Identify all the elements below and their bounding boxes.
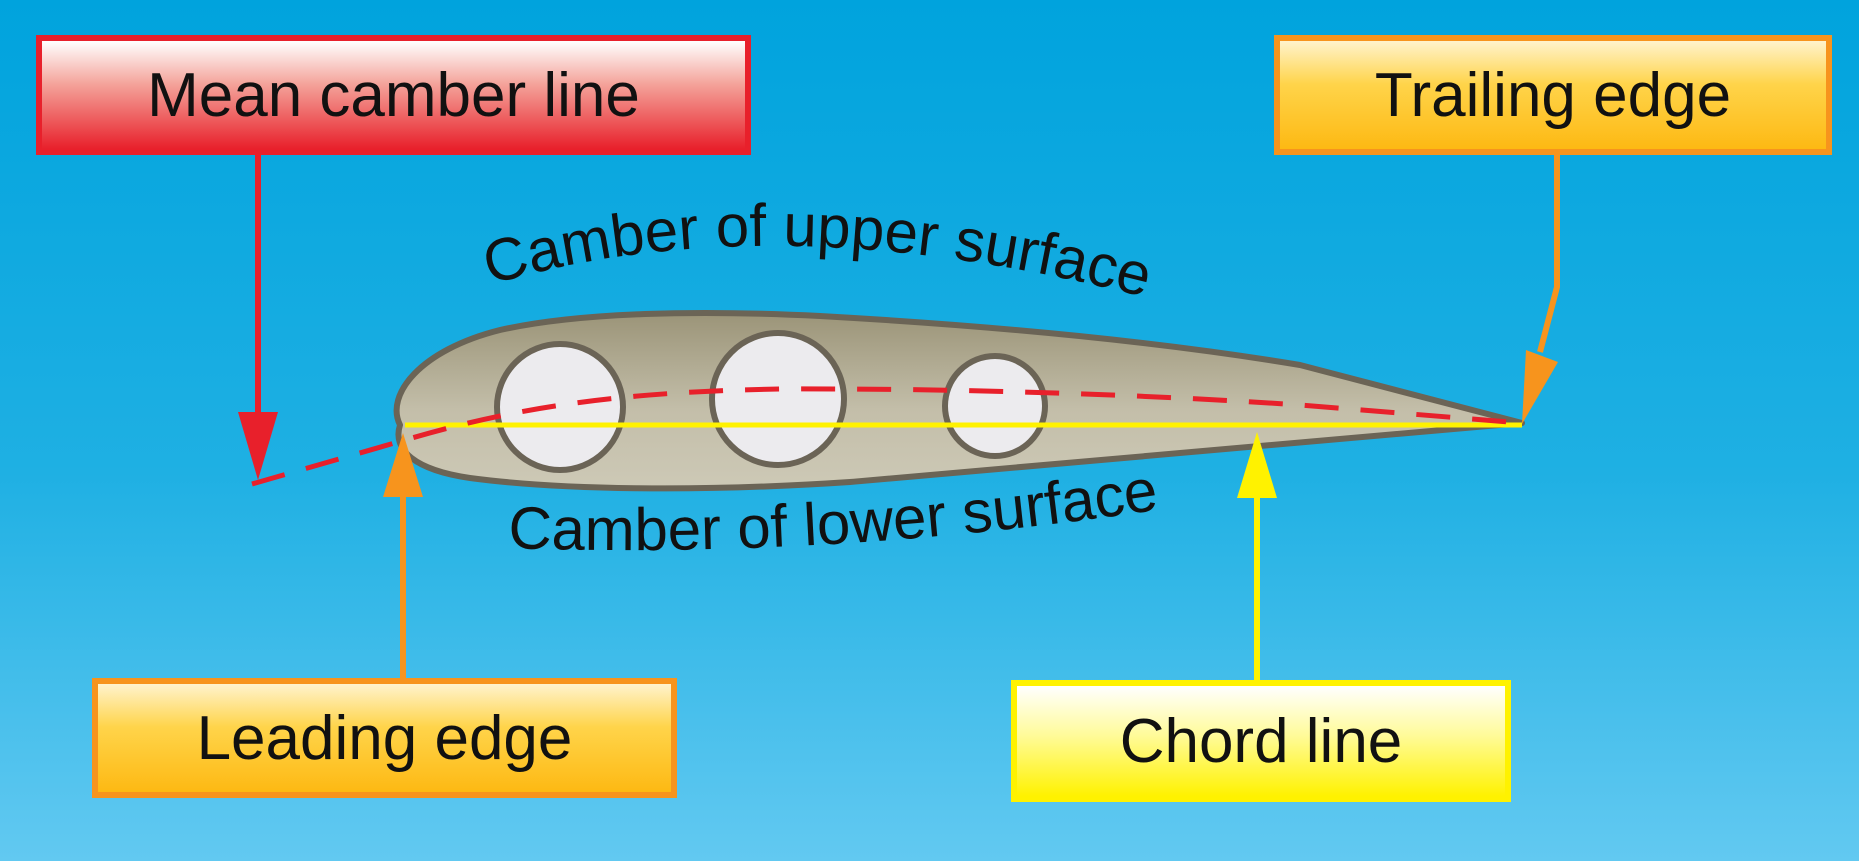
leading-edge-box: Leading edge <box>92 678 677 798</box>
mean-camber-line-label: Mean camber line <box>147 60 640 130</box>
lightening-hole-3 <box>942 353 1048 459</box>
leading-edge-arrowhead <box>383 433 423 497</box>
mean-camber-line-box: Mean camber line <box>36 35 751 155</box>
upper-camber-label: Camber of upper surface <box>476 192 1159 310</box>
lightening-hole-1 <box>494 341 626 473</box>
trailing-edge-pointer-line <box>1537 155 1560 353</box>
chord-line-box: Chord line <box>1011 680 1511 802</box>
lightening-hole-2 <box>709 330 847 468</box>
trailing-edge-box: Trailing edge <box>1274 35 1832 155</box>
mean-camber-line <box>251 386 1523 487</box>
trailing-edge-arrowhead <box>1522 350 1558 424</box>
chord-line-label: Chord line <box>1119 706 1403 776</box>
leading-edge-label: Leading edge <box>196 703 573 773</box>
trailing-edge-label: Trailing edge <box>1374 60 1732 130</box>
mean-camber-arrowhead <box>238 412 278 480</box>
chord-line-arrowhead <box>1237 432 1277 498</box>
